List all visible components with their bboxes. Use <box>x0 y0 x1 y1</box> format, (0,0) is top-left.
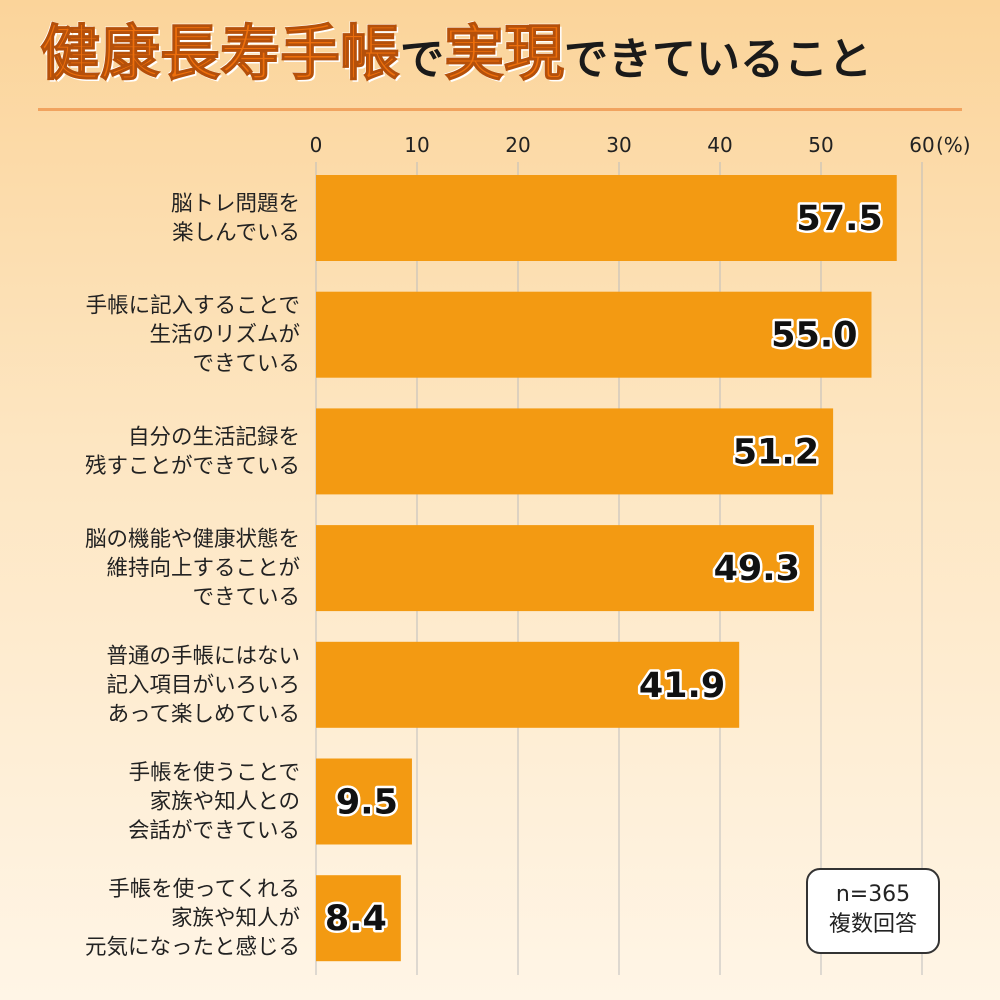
category-label-3-line-0: 脳の機能や健康状態を <box>85 527 300 552</box>
category-label-1-line-0: 手帳に記入することで <box>86 294 300 319</box>
category-label-1: 手帳に記入することで生活のリズムができている <box>86 294 300 377</box>
category-label-6: 手帳を使ってくれる家族や知人が元気になったと感じる <box>85 877 300 960</box>
category-label-6-line-2: 元気になったと感じる <box>85 935 300 960</box>
x-tick-label-10: 10 <box>404 133 429 157</box>
category-label-4: 普通の手帳にはない記入項目がいろいろあって楽しめている <box>106 644 300 727</box>
bar-4 <box>316 641 740 728</box>
bar-1 <box>316 291 872 378</box>
bar-0 <box>316 175 897 261</box>
bar-5 <box>316 758 412 845</box>
sample-size: n=365 <box>835 882 911 907</box>
title-underline <box>38 108 962 111</box>
x-tick-label-20: 20 <box>505 133 530 157</box>
x-tick-label-50: 50 <box>808 133 833 157</box>
category-label-1-line-2: できている <box>192 352 300 377</box>
value-label-4: 41.9 <box>639 666 725 706</box>
bar-3 <box>316 525 814 612</box>
sample-note: n=365 複数回答 <box>806 868 940 954</box>
value-label-5: 9.5 <box>336 783 398 823</box>
value-label-3: 49.3 <box>714 549 800 589</box>
value-label-6: 8.4 <box>325 899 387 939</box>
category-label-3-line-2: できている <box>192 585 300 610</box>
title-part-1: 健康長寿手帳 <box>40 19 401 89</box>
bar-6 <box>316 875 401 962</box>
title-part-2: で <box>400 34 444 85</box>
title-part-3: 実現 <box>444 19 565 89</box>
category-label-4-line-0: 普通の手帳にはない <box>106 644 300 669</box>
category-label-5: 手帳を使うことで家族や知人との会話ができている <box>128 761 300 844</box>
category-label-2-line-1: 残すことができている <box>85 454 300 479</box>
category-label-3-line-1: 維持向上することが <box>106 556 300 581</box>
x-tick-label-30: 30 <box>606 133 631 157</box>
x-axis-unit: (%) <box>936 133 971 157</box>
value-label-1: 55.0 <box>771 316 857 356</box>
category-label-0: 脳トレ問題を楽しんでいる <box>171 192 300 246</box>
category-label-5-line-0: 手帳を使うことで <box>129 761 300 786</box>
category-label-4-line-2: あって楽しめている <box>108 702 300 727</box>
x-tick-label-0: 0 <box>310 133 323 157</box>
category-label-0-line-1: 楽しんでいる <box>172 221 300 246</box>
category-label-6-line-1: 家族や知人が <box>171 906 300 931</box>
category-label-4-line-1: 記入項目がいろいろ <box>106 673 300 698</box>
value-label-2: 51.2 <box>733 432 819 472</box>
value-label-0: 57.5 <box>796 199 882 239</box>
category-label-3: 脳の機能や健康状態を維持向上することができている <box>85 527 300 610</box>
category-label-5-line-1: 家族や知人との <box>150 790 300 815</box>
category-label-1-line-1: 生活のリズムが <box>149 323 300 348</box>
answer-type: 複数回答 <box>828 912 917 937</box>
x-tick-label-40: 40 <box>707 133 732 157</box>
category-label-5-line-2: 会話ができている <box>128 819 300 844</box>
chart-title: 健康長寿手帳で実現できていること <box>40 24 873 85</box>
bar-2 <box>316 408 834 495</box>
category-label-0-line-0: 脳トレ問題を <box>171 192 300 217</box>
title-part-4: できていること <box>564 34 872 85</box>
x-tick-label-60: 60 <box>909 133 934 157</box>
category-label-2-line-0: 自分の生活記録を <box>128 425 300 450</box>
category-label-2: 自分の生活記録を残すことができている <box>85 425 300 479</box>
category-label-6-line-0: 手帳を使ってくれる <box>108 877 300 902</box>
